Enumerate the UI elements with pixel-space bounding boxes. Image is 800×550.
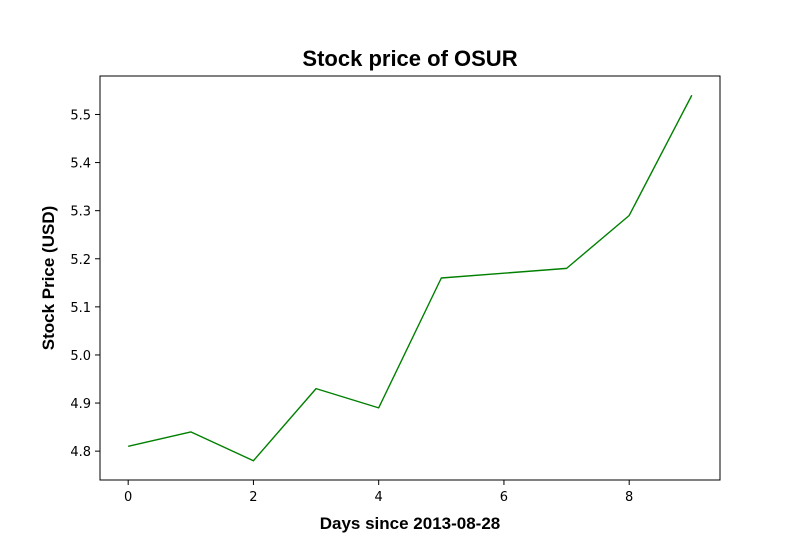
y-tick-label: 4.8 (70, 445, 91, 460)
y-axis-ticks: 4.8 4.9 5.0 5.1 5.2 5.3 5.4 5.5 (70, 108, 100, 460)
chart-title: Stock price of OSUR (302, 46, 517, 71)
y-axis-label: Stock Price (USD) (39, 206, 58, 351)
y-tick-label: 4.9 (70, 397, 91, 412)
series-line (128, 94, 693, 462)
x-axis-ticks: 0 2 4 6 8 (124, 480, 633, 505)
y-tick-label: 5.0 (70, 349, 91, 364)
y-tick-label: 5.3 (70, 205, 91, 220)
y-tick-label: 5.5 (70, 108, 91, 123)
y-tick-label: 5.4 (70, 157, 91, 172)
x-tick-label: 2 (249, 490, 257, 505)
x-axis-label: Days since 2013-08-28 (320, 514, 501, 533)
plot-area (99, 75, 721, 481)
y-tick-label: 5.1 (70, 301, 91, 316)
plot-frame (99, 75, 721, 481)
x-tick-label: 4 (375, 490, 383, 505)
y-tick-label: 5.2 (70, 253, 91, 268)
series-layer (128, 94, 693, 462)
x-tick-label: 6 (500, 490, 508, 505)
x-tick-label: 0 (124, 490, 132, 505)
x-tick-label: 8 (625, 490, 633, 505)
